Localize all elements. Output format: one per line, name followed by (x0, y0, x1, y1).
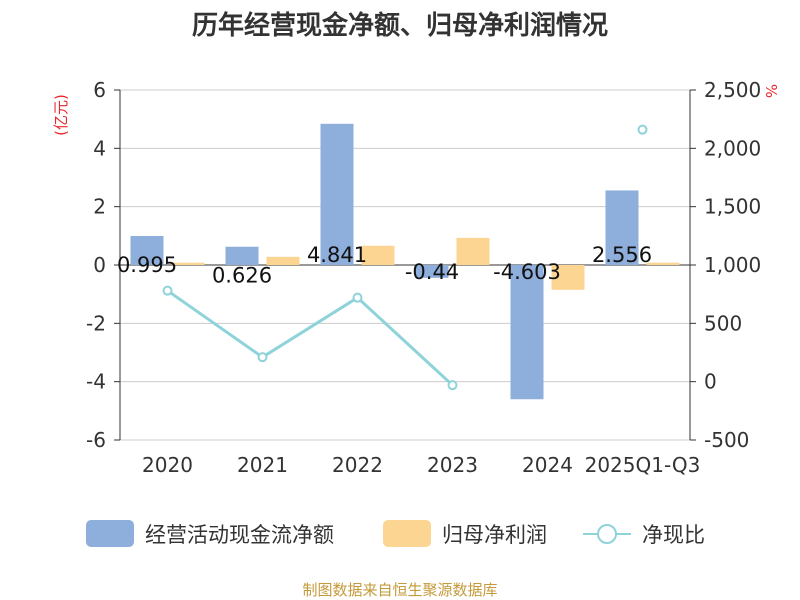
left-tick-label: 6 (93, 78, 106, 102)
x-tick-label: 2020 (142, 453, 193, 477)
bars (130, 123, 680, 400)
right-tick-label: 0 (704, 370, 717, 394)
legend: 经营活动现金流净额 归母净利润 净现比 (86, 520, 705, 547)
data-source: 制图数据来自恒生聚源数据库 (302, 581, 497, 599)
right-axis-unit: % (762, 84, 780, 98)
x-tick-label: 2025Q1-Q3 (585, 453, 701, 477)
tick-labels: 6420-2-4-62,5002,0001,5001,0005000-50020… (86, 78, 761, 477)
x-tick-label: 2022 (332, 453, 383, 477)
axes (114, 89, 696, 441)
left-tick-label: 0 (93, 253, 106, 277)
netprofit-bar[interactable] (266, 256, 300, 265)
x-tick-label: 2024 (522, 453, 573, 477)
legend-item-ratio[interactable]: 净现比 (583, 523, 705, 547)
legend-item-netprofit[interactable]: 归母净利润 (383, 520, 547, 547)
ratio-line (162, 124, 648, 391)
netprofit-bar[interactable] (456, 237, 490, 265)
right-tick-label: 2,500 (704, 78, 761, 102)
legend-swatch-netprofit (383, 520, 431, 547)
legend-label-ratio: 净现比 (642, 523, 705, 547)
data-labels: 0.995 0.626 4.841 -0.44 -4.603 2.556 (117, 243, 652, 288)
legend-swatch-cashflow (86, 520, 134, 547)
right-tick-label: 1,500 (704, 195, 761, 219)
legend-item-cashflow[interactable]: 经营活动现金流净额 (86, 520, 334, 547)
ratio-point[interactable] (352, 292, 363, 303)
left-tick-label: 2 (93, 195, 106, 219)
x-tick-label: 2021 (237, 453, 288, 477)
netprofit-bar[interactable] (646, 262, 680, 265)
left-tick-label: -6 (86, 428, 106, 452)
left-tick-label: 4 (93, 136, 106, 160)
right-tick-label: 2,000 (704, 136, 761, 160)
cashflow-data-label: 0.626 (212, 264, 272, 288)
cashflow-bar[interactable] (510, 265, 544, 400)
cashflow-bar[interactable] (225, 246, 259, 265)
ratio-point[interactable] (637, 124, 648, 135)
ratio-point[interactable] (162, 285, 173, 296)
cashflow-bar[interactable] (415, 265, 449, 278)
right-tick-label: 500 (704, 311, 742, 335)
right-tick-label: -500 (704, 428, 749, 452)
cashflow-bar[interactable] (320, 123, 354, 265)
cashflow-data-label: 0.995 (117, 253, 177, 277)
cashflow-data-label: 4.841 (307, 243, 367, 267)
cashflow-data-label: -0.44 (405, 260, 459, 284)
legend-label-netprofit: 归母净利润 (442, 523, 547, 547)
cashflow-bar[interactable] (130, 235, 164, 265)
netprofit-bar[interactable] (171, 262, 205, 265)
left-axis-unit: (亿元) (52, 94, 70, 136)
legend-swatch-ratio-marker (597, 524, 617, 544)
legend-label-cashflow: 经营活动现金流净额 (145, 523, 334, 547)
ratio-point[interactable] (257, 352, 268, 363)
chart-title: 历年经营现金净额、归母净利润情况 (192, 10, 608, 41)
ratio-line-segment (166, 289, 454, 387)
cashflow-data-label: 2.556 (592, 243, 652, 267)
netprofit-bar[interactable] (361, 245, 395, 265)
netprofit-bar[interactable] (551, 265, 585, 290)
cashflow-bar[interactable] (605, 190, 639, 265)
cashflow-data-label: -4.603 (493, 260, 561, 284)
ratio-point[interactable] (447, 380, 458, 391)
right-tick-label: 1,000 (704, 253, 761, 277)
left-tick-label: -2 (86, 311, 106, 335)
left-tick-label: -4 (86, 370, 106, 394)
x-tick-label: 2023 (427, 453, 478, 477)
